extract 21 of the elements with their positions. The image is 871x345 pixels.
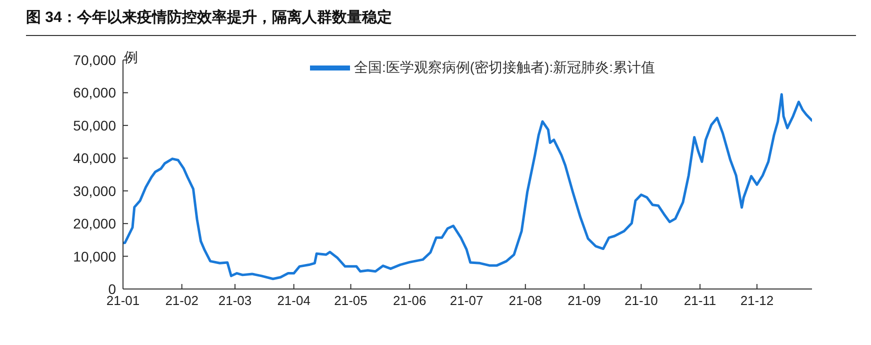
x-tick-label: 21-07 bbox=[450, 293, 484, 308]
chart-title: 图 34：今年以来疫情防控效率提升，隔离人群数量稳定 bbox=[26, 8, 856, 36]
x-tick-label: 21-06 bbox=[392, 293, 426, 308]
x-tick-label: 21-08 bbox=[508, 293, 542, 308]
y-tick-label: 10,000 bbox=[73, 248, 116, 264]
x-tick-label: 21-02 bbox=[165, 293, 198, 308]
x-tick-label: 21-11 bbox=[684, 293, 716, 308]
x-tick-label: 21-03 bbox=[218, 293, 252, 308]
y-tick-label: 30,000 bbox=[73, 182, 116, 199]
y-tick-label: 40,000 bbox=[73, 150, 116, 166]
x-tick-label: 21-09 bbox=[568, 293, 601, 308]
x-tick-label: 21-10 bbox=[624, 293, 658, 308]
legend-label: 全国:医学观察病例(密切接触者):新冠肺炎:累计值 bbox=[354, 59, 655, 76]
x-tick-label: 21-05 bbox=[334, 293, 368, 308]
x-tick-label: 21-12 bbox=[740, 293, 774, 308]
y-tick-label: 70,000 bbox=[73, 52, 116, 68]
y-tick-label: 60,000 bbox=[73, 84, 116, 101]
y-tick-label: 20,000 bbox=[73, 216, 116, 232]
x-tick-label: 21-04 bbox=[277, 293, 310, 308]
y-axis-title: 例 bbox=[124, 49, 138, 65]
y-tick-label: 50,000 bbox=[73, 117, 116, 134]
